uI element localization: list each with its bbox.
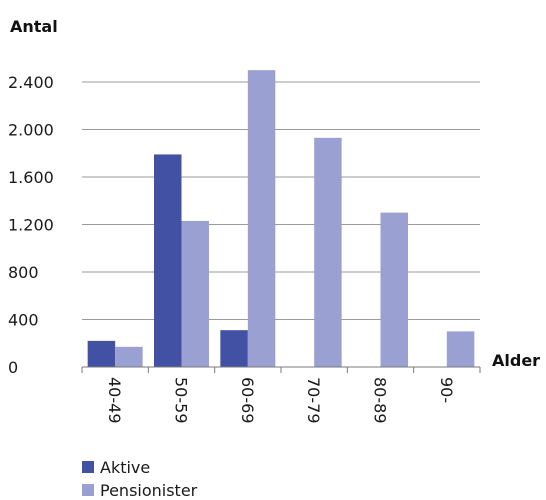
x-tick-label: 60-69: [238, 377, 257, 424]
legend-swatch-aktive: [82, 461, 94, 473]
bar-pensionister-80-89: [380, 212, 408, 367]
x-tick-label: 50-59: [172, 377, 191, 424]
axes: [81, 366, 481, 373]
bar-pensionister-50-59: [181, 220, 209, 367]
x-tick-labels: 40-49 50-59 60-69 70-79 80-89 90-: [105, 377, 456, 424]
legend-label-pensionister: Pensionister: [100, 481, 198, 500]
x-axis-title: Alder: [492, 351, 540, 370]
bar-pensionister-90-: [446, 331, 475, 367]
bar-pensionister-60-69: [247, 70, 276, 367]
y-tick-label: 1.200: [8, 216, 54, 235]
x-tick-label: 90-: [437, 377, 456, 403]
x-tick-label: 70-79: [304, 377, 323, 424]
legend: Aktive Pensionister: [82, 458, 198, 500]
bars: [87, 70, 475, 367]
x-tick-label: 40-49: [105, 377, 124, 424]
bar-pensionister-70-79: [314, 137, 342, 367]
y-tick-label: 0: [8, 358, 18, 377]
bar-pensionister-40-49: [115, 346, 143, 367]
y-tick-label: 2.400: [8, 73, 54, 92]
x-tick-label: 80-89: [371, 377, 390, 424]
grid-lines: [82, 81, 480, 320]
legend-swatch-pensionister: [82, 484, 94, 496]
bar-aktive-50-59: [154, 154, 182, 367]
bar-aktive-60-69: [220, 330, 248, 367]
y-tick-label: 1.600: [8, 168, 54, 187]
y-tick-labels: 0 400 800 1.200 1.600 2.000 2.400: [8, 73, 54, 377]
y-tick-label: 2.000: [8, 121, 54, 140]
bar-aktive-40-49: [87, 340, 116, 367]
legend-label-aktive: Aktive: [100, 458, 150, 477]
y-axis-title: Antal: [10, 17, 58, 36]
y-tick-label: 800: [8, 263, 39, 282]
y-tick-label: 400: [8, 311, 39, 330]
